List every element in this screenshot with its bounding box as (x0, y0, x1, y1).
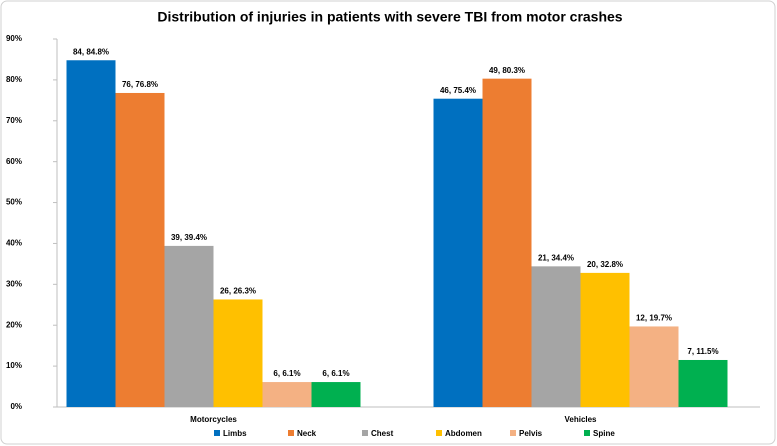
value-label: 20, 32.8% (587, 260, 623, 269)
legend-swatch (362, 430, 368, 436)
legend-swatch (214, 430, 220, 436)
y-tick-label: 90% (6, 34, 22, 43)
value-label: 26, 26.3% (220, 287, 256, 296)
y-tick-label: 60% (6, 157, 22, 166)
legend-swatch (584, 430, 590, 436)
value-label: 6, 6.1% (322, 369, 349, 378)
legend-swatch (288, 430, 294, 436)
bar (482, 78, 532, 407)
legend-label: Pelvis (519, 429, 543, 438)
bar (629, 326, 679, 407)
value-label: 46, 75.4% (440, 86, 476, 95)
bar (433, 98, 483, 407)
y-tick-label: 20% (6, 320, 22, 329)
legend-swatch (510, 430, 516, 436)
x-tick-label: Motorcycles (190, 415, 237, 424)
y-tick-label: 80% (6, 75, 22, 84)
value-label: 84, 84.8% (73, 47, 109, 56)
legend-label: Neck (297, 429, 317, 438)
bar (213, 299, 263, 407)
y-tick-label: 30% (6, 279, 22, 288)
legend-label: Limbs (223, 429, 247, 438)
y-tick-label: 70% (6, 116, 22, 125)
y-tick-label: 10% (6, 361, 22, 370)
bar (164, 245, 214, 407)
value-label: 39, 39.4% (171, 233, 207, 242)
bar (115, 92, 165, 408)
x-tick-label: Vehicles (564, 415, 597, 424)
value-label: 12, 19.7% (636, 314, 672, 323)
value-label: 49, 80.3% (489, 66, 525, 75)
y-tick-label: 50% (6, 198, 22, 207)
bar (531, 266, 581, 407)
legend-label: Chest (371, 429, 394, 438)
value-label: 21, 34.4% (538, 253, 574, 262)
bar (66, 60, 116, 408)
value-label: 6, 6.1% (273, 369, 300, 378)
chart-title: Distribution of injuries in patients wit… (157, 9, 622, 25)
bar (678, 359, 728, 407)
value-label: 7, 11.5% (687, 347, 718, 356)
value-label: 76, 76.8% (122, 80, 158, 89)
bar (262, 382, 312, 407)
legend-label: Abdomen (445, 429, 482, 438)
legend-label: Spine (593, 429, 615, 438)
y-tick-label: 0% (10, 402, 22, 411)
y-tick-label: 40% (6, 239, 22, 248)
bar (311, 382, 361, 407)
bar (580, 272, 630, 407)
legend-swatch (436, 430, 442, 436)
